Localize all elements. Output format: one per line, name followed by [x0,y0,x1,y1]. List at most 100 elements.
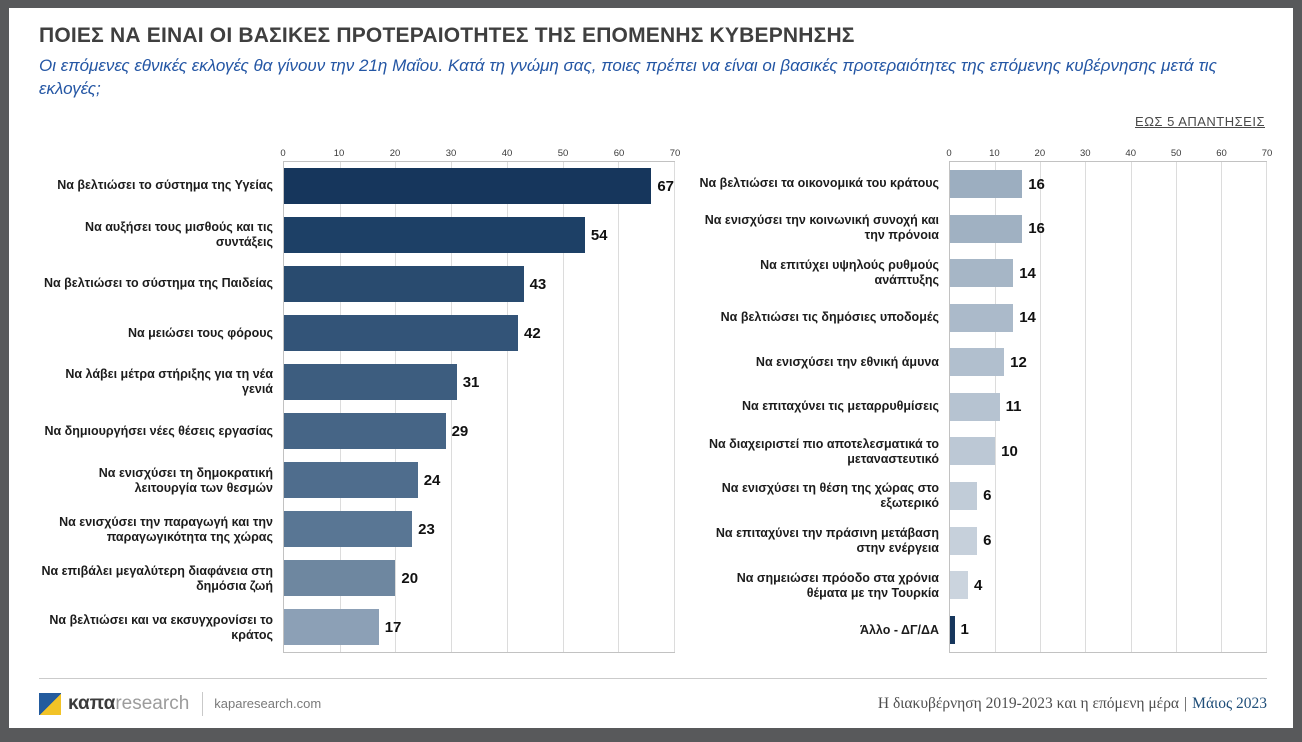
category-label: Να επιταχύνει την πράσινη μετάβαση στην … [715,526,939,556]
axis-tick-label: 0 [946,147,952,159]
bar-row: 1 [950,607,1266,652]
bar-value-label: 1 [960,621,969,639]
category-label: Άλλο - ΔΓ/ΔΑ [859,623,939,638]
priorities-chart-right: 0 10 20 30 40 50 60 70 Να βελτιώσει τα οικονομικ… [699,141,1272,653]
category-label: Να βελτιώσει το σύστημα της Υγείας [57,177,273,192]
category-label: Να επιτύχει υψηλούς ρυθμούς ανάπτυξης [760,257,939,287]
bar-row: 6 [950,474,1266,519]
bar [950,303,1014,332]
bar-value-label: 12 [1010,353,1027,371]
bar-value-label: 14 [1019,309,1036,327]
bar-row: 4 [950,563,1266,608]
axis-tick-label: 20 [389,147,401,159]
gridline [451,161,453,652]
category-label: Να αυξήσει τους μισθούς και τις συντάξει… [85,219,273,249]
x-axis: 0 10 20 30 40 50 60 70 [280,141,680,161]
gridline [1220,161,1222,652]
gridline [1266,161,1267,652]
logo-text-bold: καπα [68,692,116,714]
bar-value-label: 54 [590,226,608,244]
axis-tick-label: 10 [333,147,345,159]
bar-value-label: 43 [529,275,547,293]
gridline [339,161,341,652]
bar-value-label: 16 [1028,220,1045,238]
bar-value-label: 16 [1028,175,1045,193]
bar-row: 29 [284,407,674,456]
bar-value-label: 31 [462,373,480,391]
bar-value-label: 4 [974,576,983,594]
survey-question-subtitle: Οι επόμενες εθνικές εκλογές θα γίνουν τη… [39,56,1217,98]
gridline [1130,161,1132,652]
bar-row: 20 [284,554,674,603]
gridline [618,161,620,652]
axis-tick-label: 30 [445,147,457,159]
bar-row: 10 [950,429,1266,474]
plot-area: 67 54 43 42 31 29 24 23 20 17 [283,160,675,653]
source-separator: | [1184,694,1188,712]
bar [950,348,1005,377]
plot-area: 16 16 14 14 12 11 10 6 6 4 1 [949,160,1267,653]
answers-note: ΕΩΣ 5 ΑΠΑΝΤΗΣΕΙΣ [1135,113,1265,129]
bar [284,413,446,450]
bar-value-label: 29 [451,422,469,440]
category-label: Να μειώσει τους φόρους [127,325,273,340]
bar-row: 17 [284,603,674,652]
category-label: Να βελτιώσει το σύστημα της Παιδείας [43,276,273,291]
gridline [1175,161,1177,652]
bar-row: 14 [950,251,1266,296]
axis-tick-label: 60 [613,147,625,159]
axis-tick-label: 60 [1216,147,1227,159]
bar-row: 43 [284,260,674,309]
kapa-research-logo: καπα research kaparesearch.com [39,691,322,716]
footer-divider [202,691,204,716]
axis-tick-label: 50 [1170,147,1182,159]
website-link: kaparesearch.com [214,696,322,711]
priorities-chart-left: 0 10 20 30 40 50 60 70 Να βελτιώσει το σύστημα τ… [39,141,680,653]
category-label: Να διαχειριστεί πιο αποτελεσματικά το με… [709,436,939,466]
category-label: Να λάβει μέτρα στήριξης για τη νέα γενιά [65,367,273,397]
axis-spacer [39,141,283,161]
page-title: ΠΟΙΕΣ ΝΑ ΕΙΝΑΙ ΟΙ ΒΑΣΙΚΕΣ ΠΡΟΤΕΡΑΙΟΤΗΤΕΣ… [39,24,855,47]
bar [284,168,652,205]
category-label: Να ενισχύσει την κοινωνική συνοχή και τη… [704,212,939,242]
category-label: Να επιβάλει μεγαλύτερη διαφάνεια στη δημ… [41,564,273,594]
bar-value-label: 24 [423,471,441,489]
charts-area: 0 10 20 30 40 50 60 70 Να βελτιώσει το σύστημα τ… [39,141,1272,653]
axis-spacer [699,141,949,161]
bar-row: 54 [284,211,674,260]
x-axis: 0 10 20 30 40 50 60 70 [946,141,1272,161]
axis-tick-label: 70 [1261,147,1273,159]
chart-body: Να βελτιώσει το σύστημα της Υγείας Να αυξ… [39,160,675,653]
bar [284,266,524,303]
category-label: Να βελτιώσει και να εκσυγχρονίσει το κρά… [49,613,273,643]
bar-value-label: 11 [1005,398,1022,416]
axis-tick-label: 40 [501,147,513,159]
bar [284,609,379,646]
category-label: Να βελτιώσει τις δημόσιες υποδομές [720,309,939,324]
category-labels: Να βελτιώσει το σύστημα της Υγείας Να αυξ… [39,161,283,653]
bar [950,481,978,510]
category-label: Να ενισχύσει την παραγωγή και την παραγω… [59,514,273,544]
bar-value-label: 42 [524,324,541,342]
bar [950,437,996,466]
bar-row: 31 [284,358,674,407]
answers-note-row: ΕΩΣ 5 ΑΠΑΝΤΗΣΕΙΣ [39,113,1267,131]
report-title: Η διακυβέρνηση 2019-2023 και η επόμενη μ… [877,694,1180,712]
category-label: Να ενισχύσει την εθνική άμυνα [755,354,939,369]
gridline [674,161,675,652]
kapa-logo-icon [39,692,61,715]
report-source: Η διακυβέρνηση 2019-2023 και η επόμενη μ… [878,695,1267,713]
slide-page: ΠΟΙΕΣ ΝΑ ΕΙΝΑΙ ΟΙ ΒΑΣΙΚΕΣ ΠΡΟΤΕΡΑΙΟΤΗΤΕΣ… [9,8,1293,728]
bar-value-label: 67 [657,177,674,195]
bar [950,392,1000,421]
x-axis-row: 0 10 20 30 40 50 60 70 [699,141,1272,161]
axis-tick-label: 20 [1034,147,1046,159]
bar-value-label: 17 [384,618,402,636]
bar [950,615,955,644]
axis-tick-label: 0 [280,147,286,159]
bar [950,571,969,600]
bar-value-label: 14 [1019,264,1036,282]
report-date: Μάιος 2023 [1192,694,1267,712]
bar [284,511,413,548]
